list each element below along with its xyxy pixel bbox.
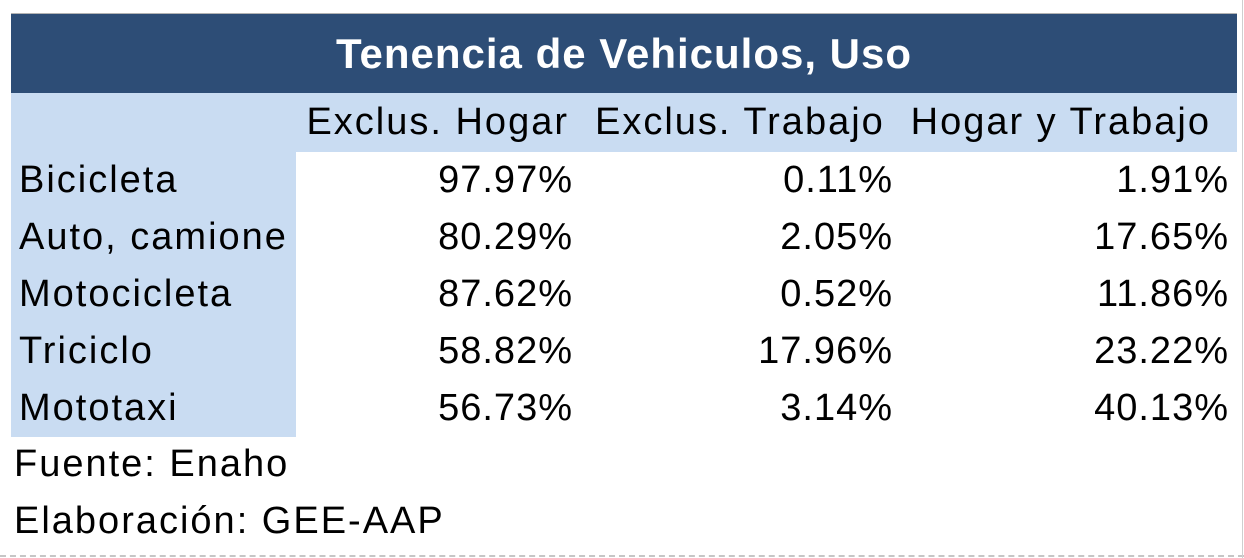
value-cell: 87.62% <box>438 273 573 315</box>
value-cell: 2.05% <box>780 216 893 258</box>
row-label: Triciclo <box>11 323 296 380</box>
table-row-bicicleta: Bicicleta 97.97% 0.11% 1.91% <box>11 152 1237 209</box>
table-header-row: Exclus. Hogar Exclus. Trabajo Hogar y Tr… <box>11 93 1237 152</box>
vehicle-use-table: Tenencia de Vehiculos, Uso Exclus. Hogar… <box>11 13 1237 437</box>
value-cell: 58.82% <box>438 330 573 372</box>
value-cell: 0.52% <box>780 273 893 315</box>
row-label: Bicicleta <box>11 152 296 209</box>
column-header-exclus-trabajo: Exclus. Trabajo <box>595 101 885 143</box>
value-cell: 17.96% <box>758 330 893 372</box>
column-header-exclus-hogar: Exclus. Hogar <box>306 101 569 143</box>
value-cell: 40.13% <box>1094 387 1229 429</box>
value-cell: 11.86% <box>1096 273 1229 315</box>
row-label: Mototaxi <box>11 380 296 437</box>
value-cell: 56.73% <box>438 387 573 429</box>
value-cell: 1.91% <box>1116 159 1229 201</box>
column-header-hogar-y-trabajo: Hogar y Trabajo <box>910 101 1211 143</box>
table-row-motocicleta: Motocicleta 87.62% 0.52% 11.86% <box>11 266 1237 323</box>
table-row-auto-camioneta: Auto, camione 80.29% 2.05% 17.65% <box>11 209 1237 266</box>
sheet-right-gridline <box>1242 0 1243 558</box>
sheet-bottom-gridline <box>0 555 1244 557</box>
value-cell: 3.14% <box>780 387 893 429</box>
value-cell: 80.29% <box>438 216 573 258</box>
row-label: Auto, camione <box>11 209 296 266</box>
value-cell: 97.97% <box>438 159 573 201</box>
table-title: Tenencia de Vehiculos, Uso <box>335 29 913 77</box>
value-cell: 17.65% <box>1094 216 1229 258</box>
value-cell: 0.11% <box>783 159 893 201</box>
table-notes: Fuente: Enaho Elaboración: GEE-AAP <box>14 436 445 550</box>
row-label: Motocicleta <box>11 266 296 323</box>
table-row-triciclo: Triciclo 58.82% 17.96% 23.22% <box>11 323 1237 380</box>
header-empty-cell <box>11 93 296 152</box>
source-note: Fuente: Enaho <box>14 443 290 485</box>
table-title-bar: Tenencia de Vehiculos, Uso <box>11 13 1237 93</box>
value-cell: 23.22% <box>1094 330 1229 372</box>
table-row-mototaxi: Mototaxi 56.73% 3.14% 40.13% <box>11 380 1237 437</box>
elaboration-note: Elaboración: GEE-AAP <box>14 500 445 542</box>
